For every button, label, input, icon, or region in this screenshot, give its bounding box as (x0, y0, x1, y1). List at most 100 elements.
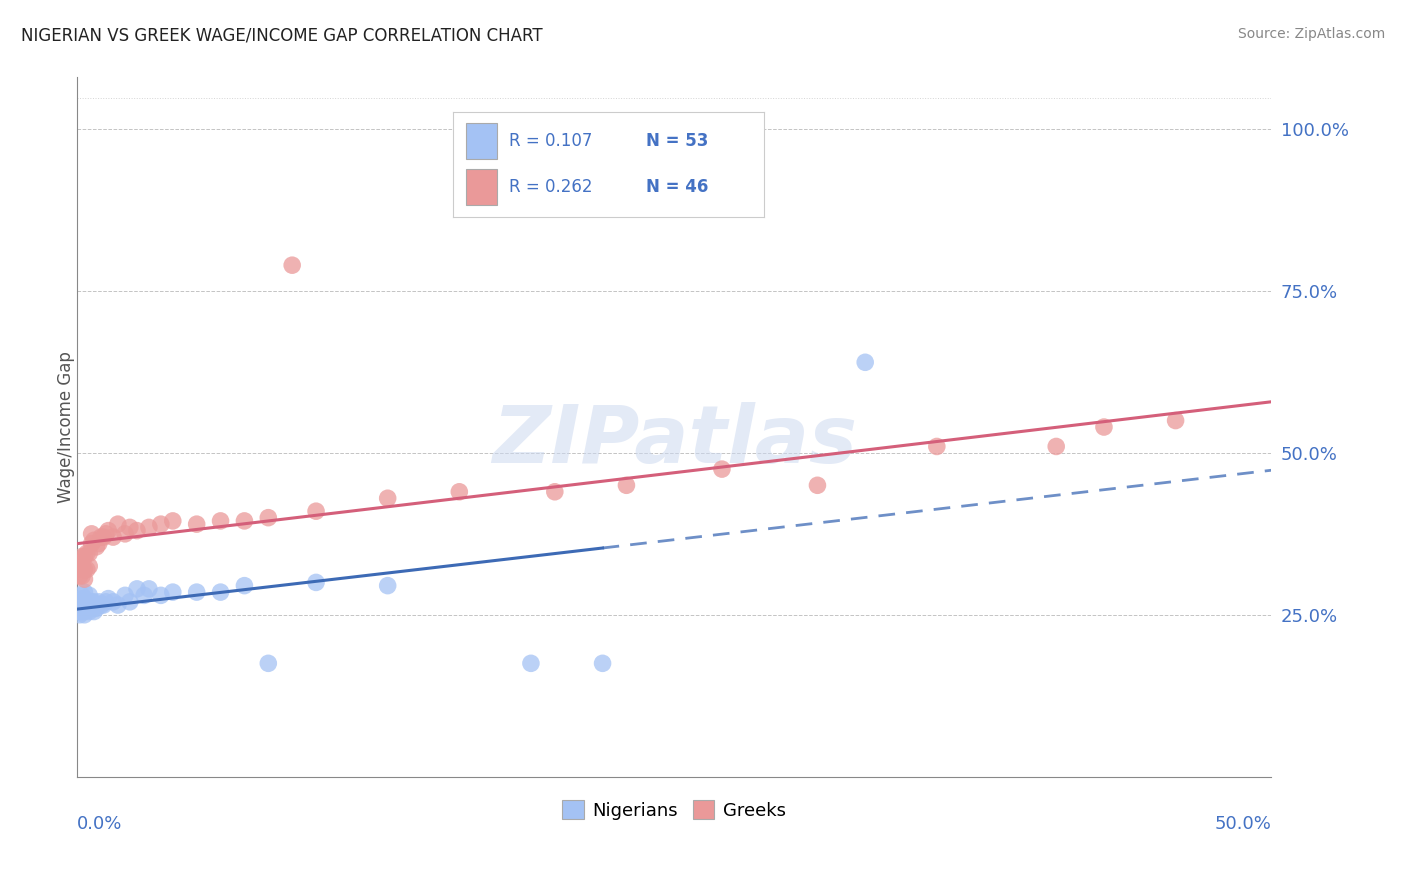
Point (257, 510, 280, 524)
Point (83, 533, 105, 548)
Point (70, 595, 93, 609)
Point (73, 598, 96, 612)
Point (80, 526, 103, 541)
Point (592, 657, 614, 671)
Point (69, 601, 91, 615)
Point (853, 355, 876, 369)
Point (209, 514, 232, 528)
Point (87, 595, 110, 609)
Point (186, 585, 208, 599)
Point (305, 504, 328, 518)
Point (107, 517, 129, 532)
Point (77, 559, 100, 574)
Point (925, 440, 948, 454)
Text: 0.0%: 0.0% (77, 815, 122, 833)
Point (806, 478, 828, 492)
Point (257, 657, 280, 671)
Point (70, 569, 93, 583)
Point (377, 579, 399, 593)
Point (69, 562, 91, 576)
Point (76, 562, 98, 576)
Point (77, 605, 100, 619)
Point (162, 585, 184, 599)
Point (125, 582, 148, 596)
Point (76, 598, 98, 612)
Point (281, 258, 304, 272)
Point (70, 605, 93, 619)
Point (149, 517, 172, 532)
Point (1164, 413, 1187, 427)
Point (83, 605, 105, 619)
Point (86, 601, 108, 615)
Point (305, 575, 328, 590)
Text: ZIPatlas: ZIPatlas (492, 402, 856, 480)
Point (233, 579, 256, 593)
Point (138, 520, 160, 534)
Y-axis label: Wage/Income Gap: Wage/Income Gap (58, 351, 75, 503)
Point (83, 601, 105, 615)
Point (73, 607, 96, 622)
Point (69, 556, 91, 570)
Point (73, 591, 96, 606)
Point (149, 588, 172, 602)
Point (76, 601, 98, 615)
Point (70, 588, 93, 602)
Point (233, 514, 256, 528)
Point (97, 524, 120, 538)
Point (69, 598, 91, 612)
Point (76, 546, 98, 560)
Point (70, 598, 93, 612)
Point (83, 595, 105, 609)
Point (70, 591, 93, 606)
Point (86, 540, 108, 554)
Point (70, 601, 93, 615)
Point (76, 595, 98, 609)
Point (1045, 440, 1067, 454)
Point (138, 582, 160, 596)
Text: Source: ZipAtlas.com: Source: ZipAtlas.com (1237, 27, 1385, 41)
Point (69, 607, 91, 622)
Point (377, 491, 399, 506)
Point (70, 549, 93, 564)
Text: 50.0%: 50.0% (1215, 815, 1271, 833)
Point (69, 569, 91, 583)
Point (77, 595, 100, 609)
Point (97, 591, 120, 606)
Point (80, 595, 103, 609)
Point (710, 462, 733, 476)
Point (77, 588, 100, 602)
Legend: Nigerians, Greeks: Nigerians, Greeks (555, 793, 793, 827)
Point (86, 598, 108, 612)
Point (73, 585, 96, 599)
Point (125, 524, 148, 538)
Point (73, 562, 96, 576)
Point (69, 605, 91, 619)
Point (73, 549, 96, 564)
Point (209, 585, 232, 599)
Point (616, 478, 638, 492)
Point (107, 598, 129, 612)
Point (77, 546, 100, 560)
Point (94, 526, 117, 541)
Point (90, 598, 112, 612)
Point (544, 484, 567, 499)
Point (73, 572, 96, 586)
Point (80, 601, 103, 615)
Point (94, 595, 117, 609)
Point (186, 517, 208, 532)
Point (118, 520, 141, 534)
Point (520, 657, 543, 671)
Point (449, 484, 471, 499)
Point (134, 588, 156, 602)
Point (69, 595, 91, 609)
Point (93, 598, 115, 612)
Point (162, 514, 184, 528)
Point (114, 588, 136, 602)
Point (93, 530, 115, 544)
Point (114, 526, 136, 541)
Point (118, 595, 141, 609)
Point (80, 536, 103, 550)
Point (90, 530, 112, 544)
Text: NIGERIAN VS GREEK WAGE/INCOME GAP CORRELATION CHART: NIGERIAN VS GREEK WAGE/INCOME GAP CORREL… (21, 27, 543, 45)
Point (87, 536, 110, 550)
